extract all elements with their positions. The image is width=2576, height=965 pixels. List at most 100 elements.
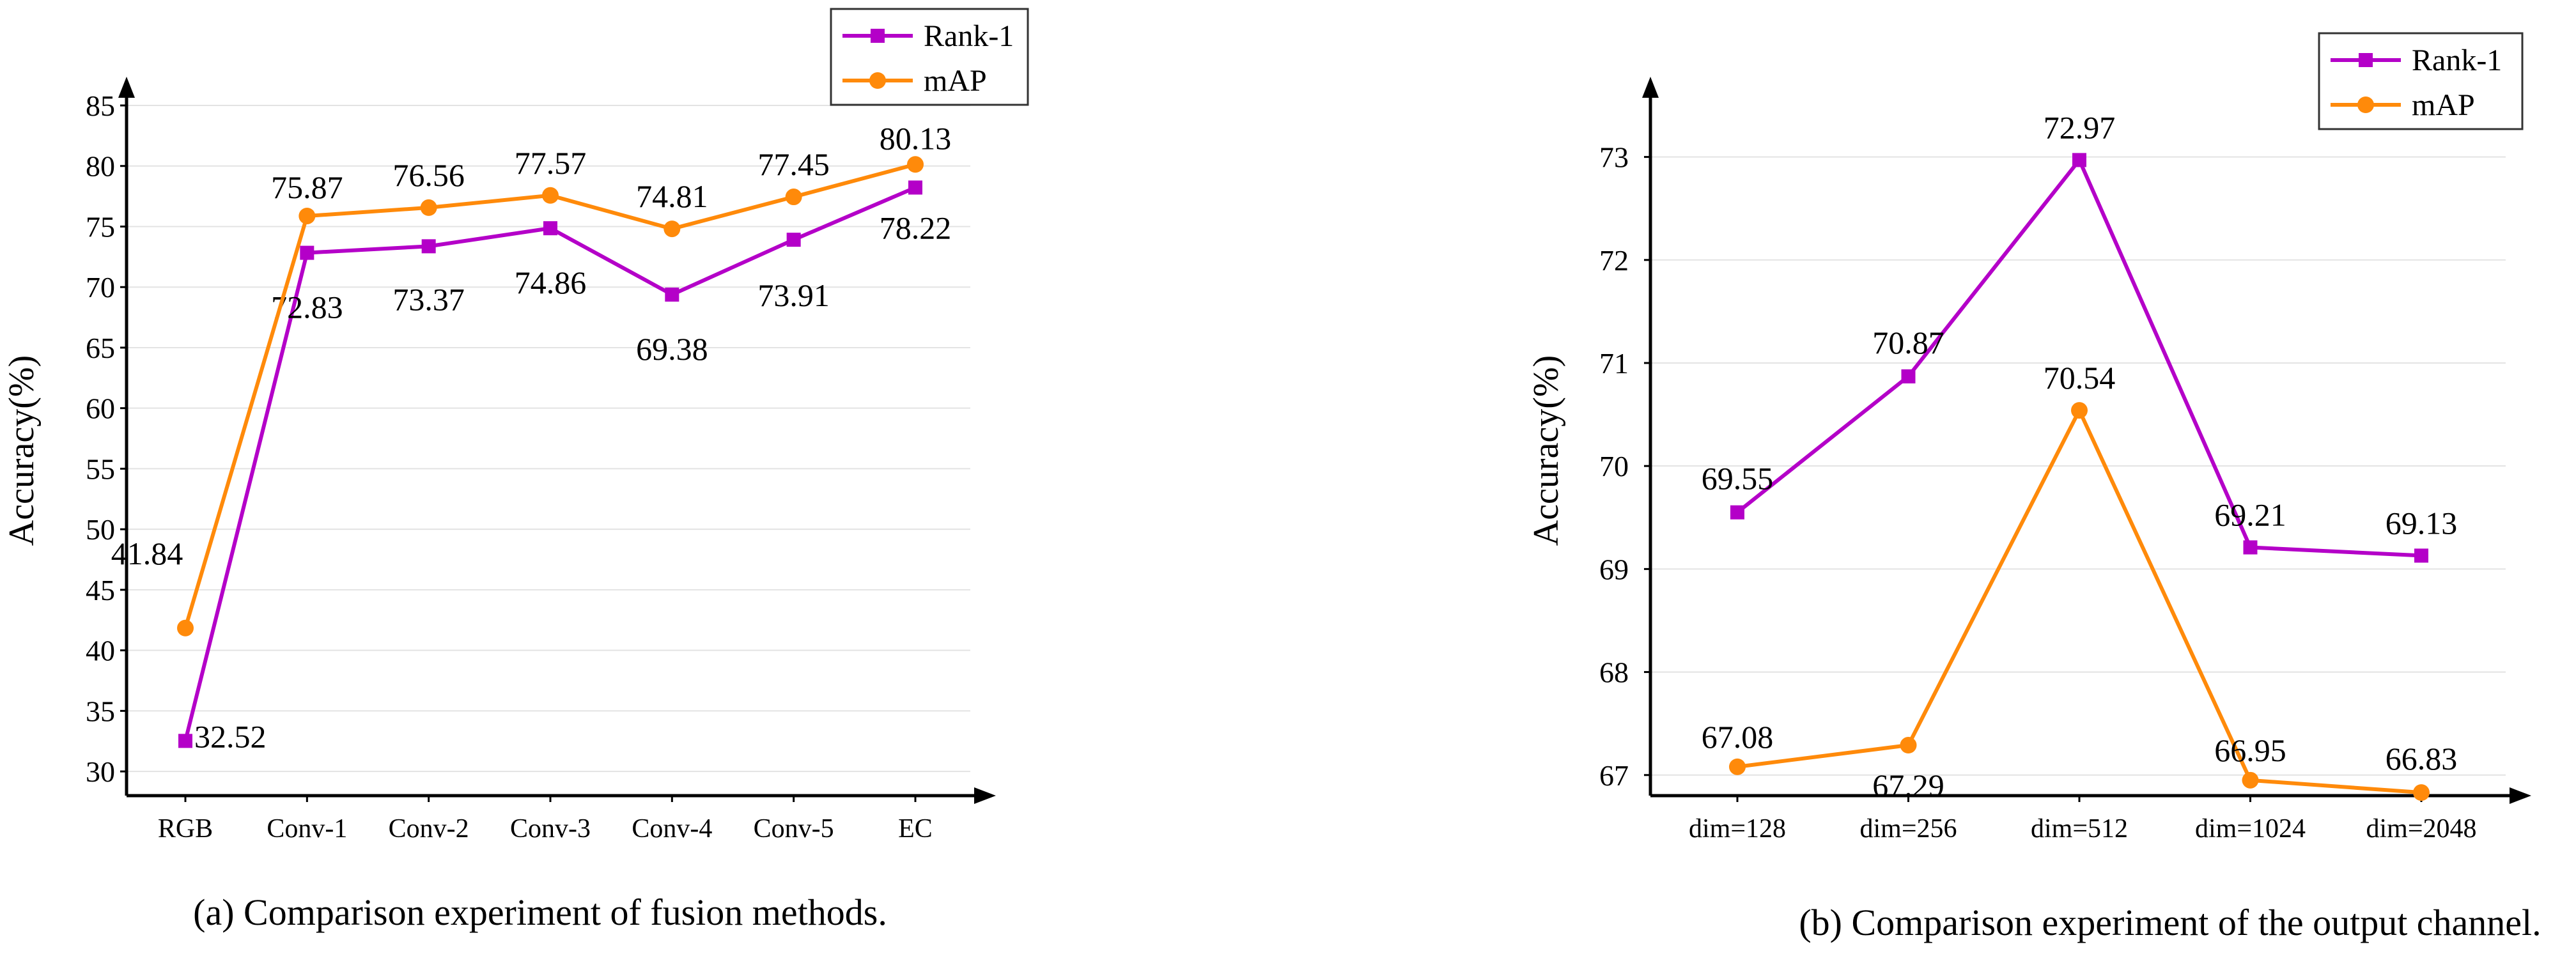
legend-label: Rank-1 — [2412, 43, 2502, 77]
x-tick-label: dim=1024 — [2195, 814, 2306, 844]
chart-output-channel: 67 68 69 70 71 72 73 dim=128 dim=256 dim=512 dim=1… — [1526, 32, 2541, 943]
y-tick-label: 75 — [86, 210, 115, 243]
data-label: 73.91 — [757, 277, 830, 313]
y-tick-label: 73 — [1599, 141, 1629, 174]
legend-marker-square — [2359, 53, 2373, 67]
legend-marker-circle — [869, 72, 886, 89]
data-point-map — [2413, 784, 2430, 801]
y-axis-arrow — [118, 77, 135, 98]
data-point-rank1 — [421, 239, 436, 254]
data-point-map — [1729, 758, 1746, 775]
data-point-map — [785, 189, 802, 206]
y-tick-label: 65 — [86, 332, 115, 364]
legend-label: mAP — [2412, 88, 2475, 122]
data-point-rank1 — [2414, 548, 2428, 563]
y-tick-label: 30 — [86, 755, 115, 788]
y-axis-arrow — [1642, 77, 1659, 98]
data-label: 67.08 — [1702, 719, 1774, 755]
legend-box — [2318, 32, 2524, 130]
data-point-map — [907, 156, 924, 173]
data-label: 74.86 — [515, 265, 587, 300]
x-tick-label: Conv-5 — [754, 814, 834, 844]
x-tick-label: dim=2048 — [2366, 814, 2476, 844]
data-point-rank1 — [178, 734, 192, 748]
y-tick-label: 69 — [1599, 553, 1629, 585]
data-label: 76.56 — [392, 157, 465, 193]
y-tick-label: 70 — [86, 271, 115, 304]
legend-box — [830, 8, 1029, 106]
series-line-map — [1737, 408, 2422, 795]
data-point-rank1 — [665, 287, 679, 302]
y-tick-label: 85 — [86, 89, 115, 122]
data-label: 73.37 — [392, 281, 465, 317]
data-label: 72.97 — [2044, 109, 2116, 145]
data-label: 80.13 — [880, 120, 952, 156]
data-point-rank1 — [908, 180, 922, 195]
data-label: 74.81 — [636, 178, 708, 214]
data-point-rank1 — [543, 221, 557, 236]
data-label: 69.55 — [1702, 461, 1774, 497]
data-label: 69.13 — [2386, 505, 2458, 541]
y-tick-label: 80 — [86, 150, 115, 183]
data-label: 70.87 — [1872, 325, 1944, 360]
data-point-map — [1900, 737, 1917, 754]
y-tick-label: 50 — [86, 513, 115, 546]
y-tick-label: 35 — [86, 695, 115, 727]
data-label: 69.38 — [636, 331, 708, 367]
y-tick-label: 60 — [86, 392, 115, 425]
x-tick-label: Conv-4 — [632, 814, 712, 844]
y-axis-label: Accuracy(%) — [2, 355, 42, 546]
data-label: 70.54 — [2044, 360, 2116, 396]
x-tick-label: dim=512 — [2031, 814, 2128, 844]
x-tick-label: Conv-1 — [267, 814, 347, 844]
data-point-map — [299, 207, 316, 224]
data-point-map — [2071, 402, 2088, 419]
legend-label: mAP — [924, 64, 987, 98]
data-point-rank1 — [1901, 369, 1916, 383]
y-tick-label: 67 — [1599, 759, 1629, 792]
data-point-map — [663, 220, 681, 238]
data-point-rank1 — [300, 245, 314, 260]
series-line-rank-1 — [1736, 158, 2422, 558]
data-label: 78.22 — [880, 210, 952, 245]
y-tick-label: 40 — [86, 635, 115, 667]
y-tick-label: 72 — [1599, 244, 1629, 277]
data-point-map — [177, 619, 194, 637]
legend-marker-square — [871, 29, 885, 43]
data-label: 41.84 — [111, 536, 183, 571]
data-point-rank1 — [2243, 540, 2258, 555]
data-point-rank1 — [2072, 153, 2086, 167]
data-label: 66.83 — [2386, 741, 2458, 776]
x-tick-label: Conv-2 — [389, 814, 469, 844]
legend-label: Rank-1 — [924, 19, 1014, 53]
data-label: 75.87 — [271, 169, 343, 205]
data-point-map — [542, 187, 559, 204]
y-tick-label: 45 — [86, 574, 115, 606]
x-tick-label: Conv-3 — [510, 814, 591, 844]
data-point-map — [2242, 771, 2259, 789]
chart-caption: (b) Comparison experiment of the output … — [1799, 902, 2541, 943]
legend-marker-circle — [2357, 96, 2374, 113]
x-tick-label: dim=256 — [1859, 814, 1957, 844]
data-label: 67.29 — [1872, 768, 1944, 803]
x-axis-arrow — [974, 787, 996, 804]
x-tick-label: dim=128 — [1689, 814, 1786, 844]
x-tick-label: EC — [898, 814, 933, 844]
data-label: 66.95 — [2214, 732, 2286, 768]
data-point-map — [420, 199, 437, 216]
y-tick-label: 55 — [86, 452, 115, 485]
data-point-rank1 — [786, 233, 801, 247]
chart-fusion-methods: 30 35 40 45 50 55 60 65 70 75 80 85 RGB Conv-1 Conv-2 C… — [2, 8, 1029, 933]
y-tick-label: 71 — [1599, 347, 1629, 380]
data-label: 69.21 — [2214, 497, 2286, 533]
x-tick-label: RGB — [158, 814, 213, 844]
data-label: 77.57 — [515, 145, 587, 181]
data-label: 32.52 — [194, 718, 267, 754]
data-point-rank1 — [1730, 505, 1744, 520]
data-label: 77.45 — [757, 146, 830, 182]
x-axis-arrow — [2510, 787, 2531, 804]
y-axis-label: Accuracy(%) — [1526, 355, 1566, 546]
chart-caption: (a) Comparison experiment of fusion meth… — [193, 892, 887, 933]
y-tick-label: 68 — [1599, 656, 1629, 689]
